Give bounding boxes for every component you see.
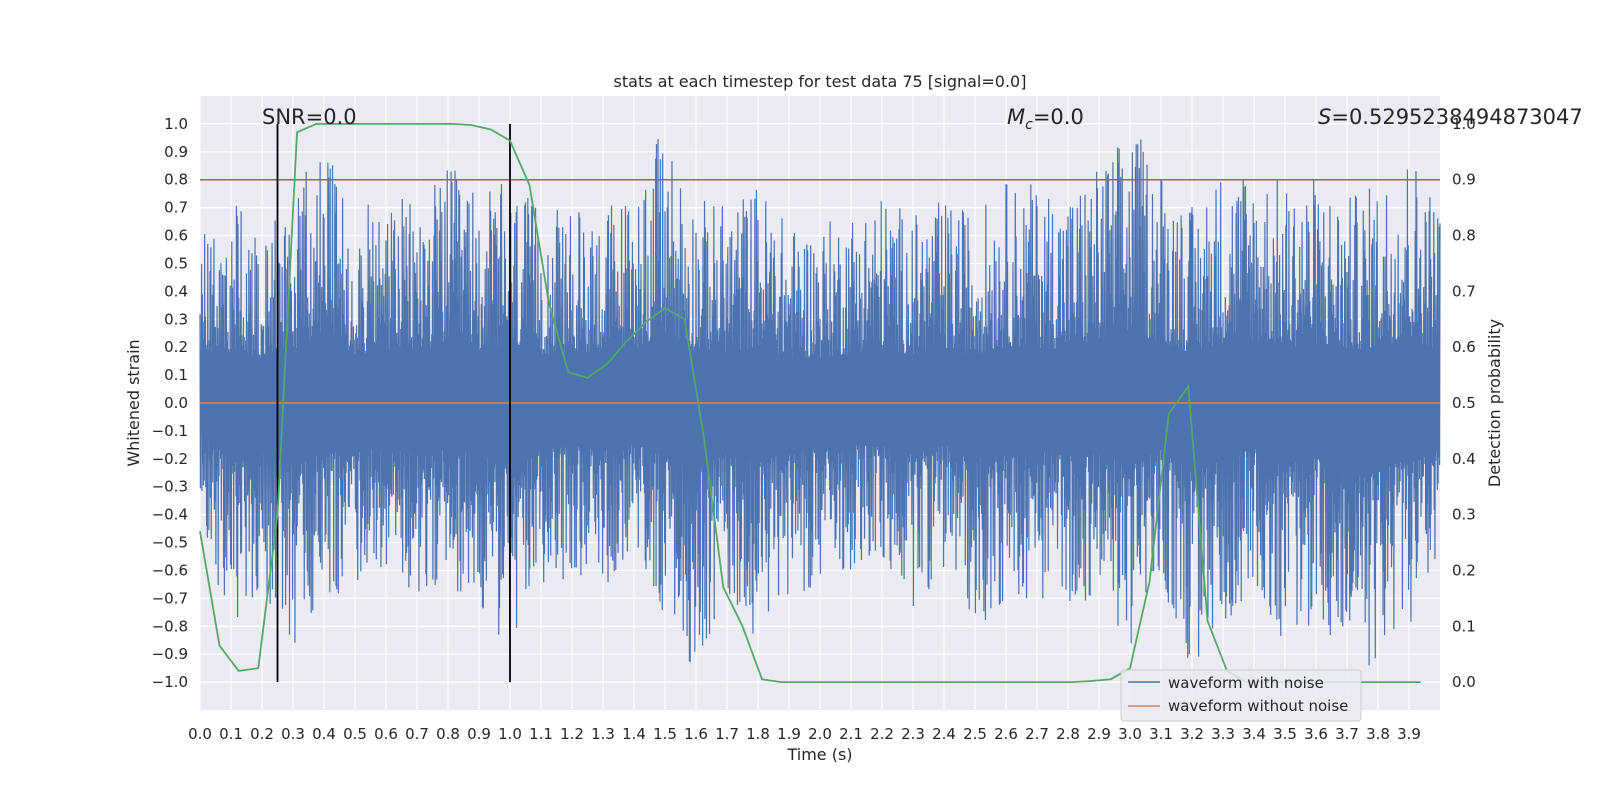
score-symbol: S	[1318, 105, 1331, 129]
legend-label-clean: waveform without noise	[1168, 697, 1348, 715]
y-left-tick-label: 0.7	[164, 199, 188, 217]
x-tick-label: 2.6	[994, 725, 1018, 743]
y-left-tick-label: 0.5	[164, 254, 188, 272]
marker-vertical-lines	[276, 123, 511, 683]
legend-label-noisy: waveform with noise	[1168, 674, 1324, 692]
snr-annotation: SNR=0.0	[262, 105, 357, 129]
x-tick-label: 3.3	[1211, 725, 1235, 743]
x-tick-label: 3.2	[1180, 725, 1204, 743]
waveform-with-noise-line	[199, 139, 1441, 666]
legend-box	[1120, 669, 1362, 722]
y-left-tick-label: −0.3	[152, 478, 188, 496]
x-tick-label: 2.5	[963, 725, 987, 743]
x-tick-label: 2.7	[1025, 725, 1049, 743]
y-left-tick-label: 0.4	[164, 282, 188, 300]
x-tick-label: 1.1	[529, 725, 553, 743]
y-left-tick-label: −0.5	[152, 534, 188, 552]
y-left-tick-labels: −1.0 −0.9 −0.8 −0.7 −0.6 −0.5 −0.4 −0.3 −0.2 −0.1…	[152, 115, 188, 691]
x-tick-label: 0.5	[343, 725, 367, 743]
x-tick-label: 3.9	[1397, 725, 1421, 743]
y-right-tick-label: 0.4	[1452, 450, 1476, 468]
y-left-tick-label: −0.8	[152, 617, 188, 635]
y-left-tick-label: 0.9	[164, 143, 188, 161]
chirp-mass-value: =0.0	[1033, 105, 1084, 129]
y-left-tick-label: 0.1	[164, 366, 188, 384]
x-tick-label: 3.6	[1304, 725, 1328, 743]
x-tick-label: 3.7	[1335, 725, 1359, 743]
y-left-tick-label: 1.0	[164, 115, 188, 133]
y-right-tick-label: 0.6	[1452, 338, 1476, 356]
y-left-tick-label: 0.8	[164, 171, 188, 189]
y-left-tick-label: −0.2	[152, 450, 188, 468]
y-left-tick-label: 0.6	[164, 227, 188, 245]
x-tick-label: 0.4	[312, 725, 336, 743]
x-tick-label: 3.1	[1149, 725, 1173, 743]
y-left-tick-label: 0.0	[164, 394, 188, 412]
y-right-tick-label: 0.0	[1452, 673, 1476, 691]
x-tick-label: 1.4	[622, 725, 646, 743]
x-tick-label: 1.9	[777, 725, 801, 743]
x-tick-label: 2.1	[839, 725, 863, 743]
y-right-tick-label: 0.3	[1452, 506, 1476, 524]
y-axis-left-label: Whitened strain	[124, 339, 143, 466]
x-tick-label: 1.0	[498, 725, 522, 743]
x-tick-label: 0.3	[281, 725, 305, 743]
x-tick-label: 1.8	[746, 725, 770, 743]
x-tick-label: 2.3	[901, 725, 925, 743]
y-right-tick-label: 0.2	[1452, 561, 1476, 579]
score-annotation: S=0.5295238494873047	[1318, 105, 1583, 129]
x-tick-label: 0.8	[436, 725, 460, 743]
x-tick-label: 0.1	[219, 725, 243, 743]
x-tick-label: 1.7	[715, 725, 739, 743]
x-tick-label: 0.2	[250, 725, 274, 743]
score-value: =0.5295238494873047	[1331, 105, 1582, 129]
x-tick-label: 0.0	[188, 725, 212, 743]
waveform-with-noise-series	[199, 139, 1441, 666]
x-tick-label: 2.8	[1056, 725, 1080, 743]
y-left-tick-label: −0.1	[152, 422, 188, 440]
detection-probability-line	[199, 123, 1421, 683]
legend: waveform with noise waveform without noi…	[1120, 669, 1362, 722]
x-tick-label: 3.4	[1242, 725, 1266, 743]
x-tick-label: 2.4	[932, 725, 956, 743]
y-left-tick-label: 0.3	[164, 310, 188, 328]
y-axis-right-label: Detection probability	[1485, 319, 1504, 487]
chirp-mass-subscript: c	[1025, 117, 1033, 133]
y-left-tick-label: −0.6	[152, 561, 188, 579]
x-tick-label: 0.9	[467, 725, 491, 743]
y-left-tick-label: −0.7	[152, 589, 188, 607]
x-tick-label: 1.3	[591, 725, 615, 743]
y-right-tick-label: 0.1	[1452, 617, 1476, 635]
chirp-mass-annotation: Mc=0.0	[1007, 105, 1084, 133]
x-tick-label: 1.2	[560, 725, 584, 743]
y-right-tick-labels: 0.0 0.1 0.2 0.3 0.4 0.5 0.6 0.7 0.8 0.9 1.0	[1452, 115, 1476, 691]
chirp-mass-symbol: M	[1007, 105, 1025, 129]
y-right-tick-label: 0.9	[1452, 171, 1476, 189]
chart-title: stats at each timestep for test data 75 …	[614, 72, 1027, 91]
y-left-tick-label: −1.0	[152, 673, 188, 691]
x-tick-labels: 0.0 0.1 0.2 0.3 0.4 0.5 0.6 0.7 0.8 0.9 1.0 1.1 1.2 1…	[188, 725, 1421, 743]
x-tick-label: 1.6	[684, 725, 708, 743]
y-right-tick-label: 0.7	[1452, 282, 1476, 300]
y-right-tick-label: 0.5	[1452, 394, 1476, 412]
x-tick-label: 0.6	[374, 725, 398, 743]
y-left-tick-label: 0.2	[164, 338, 188, 356]
x-tick-label: 2.2	[870, 725, 894, 743]
y-right-tick-label: 1.0	[1452, 115, 1476, 133]
y-left-tick-label: −0.4	[152, 506, 188, 524]
x-tick-label: 0.7	[405, 725, 429, 743]
x-tick-label: 3.0	[1118, 725, 1142, 743]
x-tick-label: 3.8	[1366, 725, 1390, 743]
y-left-tick-label: −0.9	[152, 645, 188, 663]
x-tick-label: 1.5	[653, 725, 677, 743]
x-tick-label: 3.5	[1273, 725, 1297, 743]
y-right-tick-label: 0.8	[1452, 227, 1476, 245]
detection-probability-series	[199, 123, 1421, 683]
x-tick-label: 2.0	[808, 725, 832, 743]
x-tick-label: 2.9	[1087, 725, 1111, 743]
x-axis-label: Time (s)	[786, 745, 852, 764]
